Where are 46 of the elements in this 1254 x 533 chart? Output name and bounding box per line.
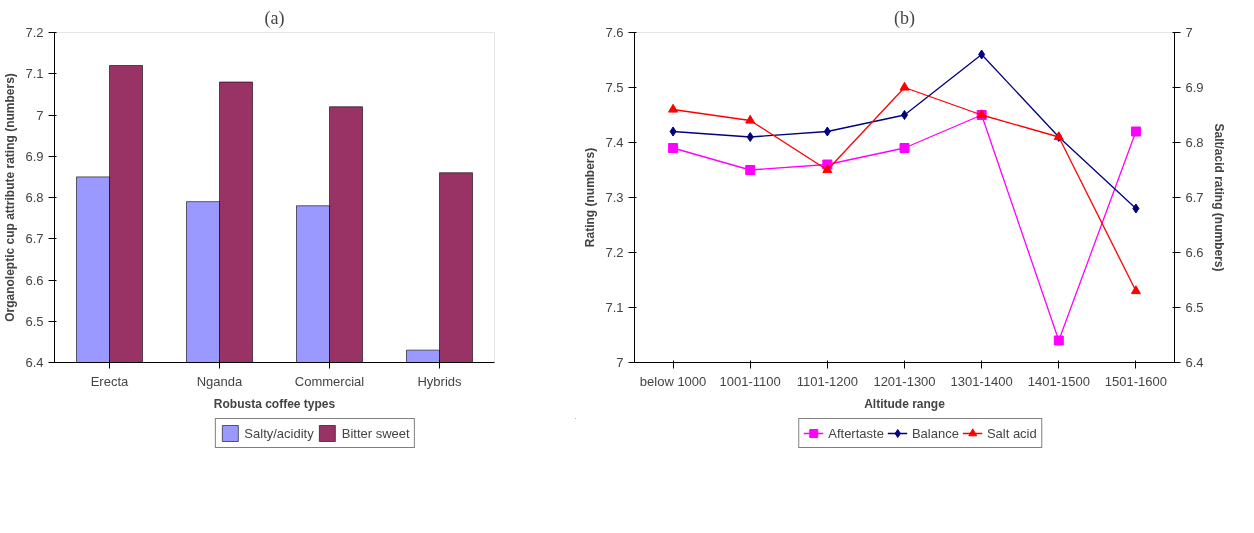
y2-tick-label: 6.9 [1185, 80, 1204, 95]
legend-label: Balance [911, 425, 959, 441]
y-tick-label: 6.6 [25, 272, 44, 288]
y-tick-label: 6.4 [25, 355, 44, 370]
y-tick-label: 7.2 [25, 25, 44, 40]
x-tick-label: 1001-1100 [719, 373, 781, 389]
y-axis-title: Rating (numbers) [583, 147, 598, 248]
y2-tick-label: 6.5 [1185, 300, 1204, 315]
y2-tick-label: 6.8 [1185, 135, 1204, 150]
x-tick-label: 1101-1200 [796, 373, 858, 389]
legend-label: Salty/acidity [244, 425, 314, 441]
x-tick-label: below 1000 [639, 373, 707, 389]
legend-label: Aftertaste [828, 425, 884, 441]
y2-tick-label: 7 [1185, 25, 1193, 40]
x-tick-label: 1201-1300 [873, 373, 936, 389]
x-tick-label: 1301-1400 [950, 373, 1013, 389]
x-tick-label: 1401-1500 [1027, 373, 1090, 389]
x-tick-label: Nganda [196, 373, 244, 389]
y-tick-label: 7.5 [605, 80, 624, 95]
x-tick-label: 1501-1600 [1104, 373, 1168, 389]
y-tick-label: 6.9 [25, 148, 44, 164]
x-axis-title: Robusta coffee types [213, 396, 336, 411]
y2-axis-title: Salt/acid rating (numbers) [1211, 123, 1226, 272]
y2-tick-label: 6.6 [1185, 245, 1204, 260]
y-axis-title: Organoleptic cup attribute rating (numbers) [3, 73, 18, 322]
y-tick-label: 6.5 [25, 313, 44, 329]
y2-tick-label: 6.7 [1185, 190, 1204, 205]
y-tick-label: 7.1 [605, 300, 624, 315]
legend-label: Salt acid [986, 425, 1037, 441]
y-tick-label: 7 [36, 107, 44, 123]
chart-title: (b) [894, 7, 916, 29]
y-tick-label: 7.6 [605, 25, 624, 40]
x-tick-label: Hybrids [417, 373, 463, 389]
y-tick-label: 7.1 [25, 66, 44, 82]
legend-label: Bitter sweet [341, 425, 410, 441]
y-tick-label: 7.4 [605, 135, 624, 150]
x-tick-label: Commercial [294, 373, 365, 389]
x-axis-title: Altitude range [864, 396, 946, 411]
y-tick-label: 7 [616, 355, 624, 370]
x-tick-label: Erecta [90, 373, 130, 389]
chart-title: (a) [264, 7, 285, 29]
y-tick-label: 6.7 [25, 231, 44, 247]
y-tick-label: 6.8 [25, 190, 44, 205]
y-tick-label: 7.3 [605, 190, 624, 205]
y2-tick-label: 6.4 [1185, 355, 1204, 370]
y-tick-label: 7.2 [605, 245, 624, 260]
